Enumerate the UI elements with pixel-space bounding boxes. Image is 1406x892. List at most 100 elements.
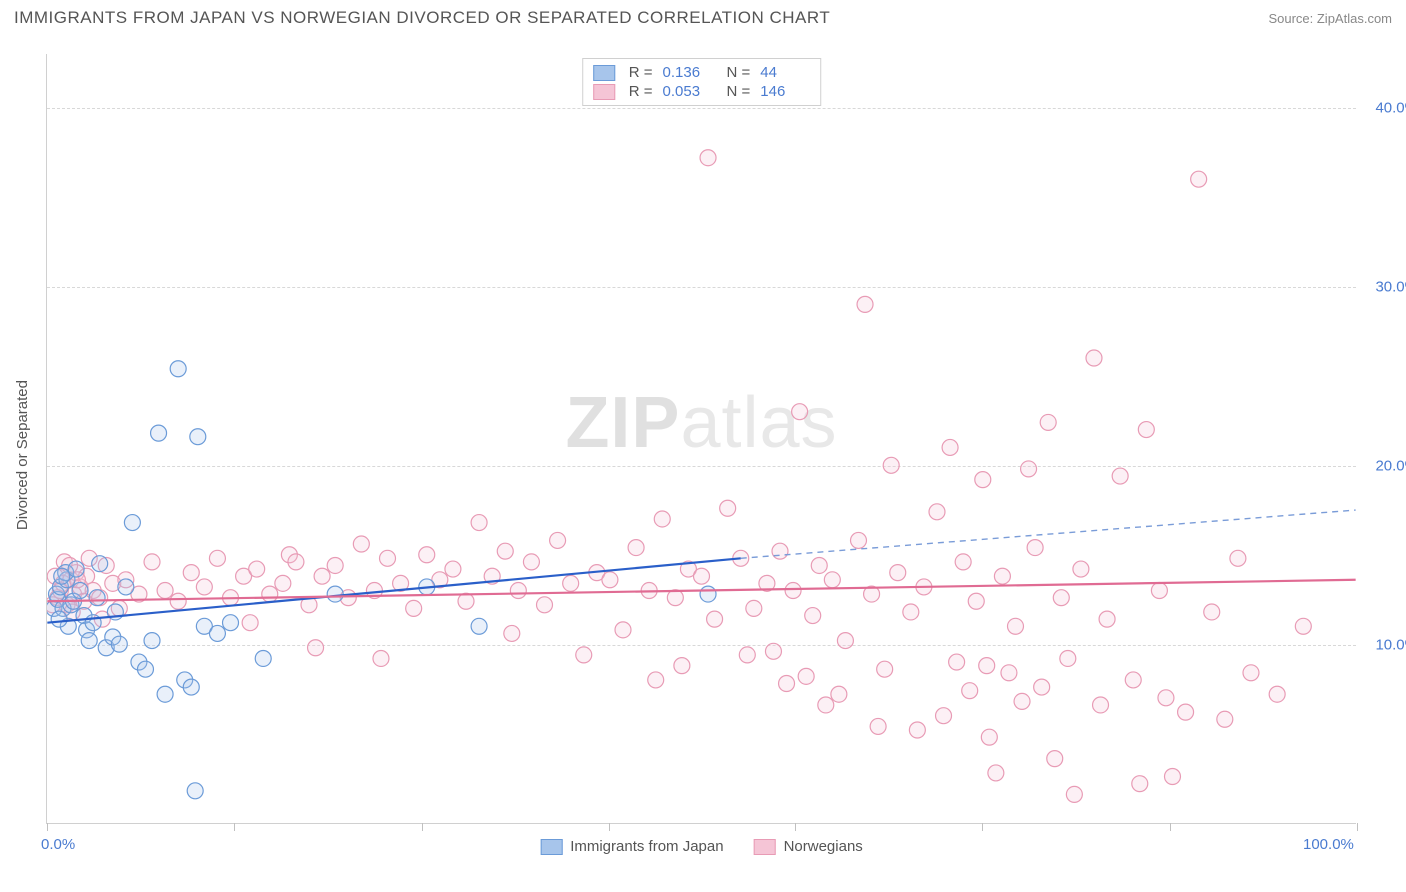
data-point [1125, 672, 1141, 688]
data-point [765, 643, 781, 659]
data-point [137, 661, 153, 677]
data-point [504, 625, 520, 641]
data-point [1295, 618, 1311, 634]
data-point [857, 296, 873, 312]
data-point [602, 572, 618, 588]
data-point [1093, 697, 1109, 713]
data-point [831, 686, 847, 702]
data-point [890, 565, 906, 581]
data-point [1191, 171, 1207, 187]
data-point [327, 557, 343, 573]
data-point [1132, 776, 1148, 792]
data-point [497, 543, 513, 559]
data-point [824, 572, 840, 588]
data-point [314, 568, 330, 584]
data-point [1060, 650, 1076, 666]
x-tick [47, 823, 48, 831]
data-point [209, 625, 225, 641]
data-point [851, 532, 867, 548]
data-point [223, 615, 239, 631]
data-point [151, 425, 167, 441]
data-point [694, 568, 710, 584]
data-point [936, 708, 952, 724]
data-point [1204, 604, 1220, 620]
data-point [249, 561, 265, 577]
data-point [380, 550, 396, 566]
header-bar: IMMIGRANTS FROM JAPAN VS NORWEGIAN DIVOR… [0, 0, 1406, 32]
swatch-japan [593, 65, 615, 81]
data-point [700, 586, 716, 602]
data-point [550, 532, 566, 548]
x-tick [795, 823, 796, 831]
data-point [419, 547, 435, 563]
series-legend: Immigrants from Japan Norwegians [540, 838, 863, 855]
data-point [654, 511, 670, 527]
swatch-japan-bottom [540, 839, 562, 855]
legend-row-japan: R = 0.136 N = 44 [593, 63, 811, 82]
data-point [818, 697, 834, 713]
data-point [445, 561, 461, 577]
data-point [111, 636, 127, 652]
data-point [458, 593, 474, 609]
data-point [1230, 550, 1246, 566]
data-point [968, 593, 984, 609]
data-point [1021, 461, 1037, 477]
x-tick [609, 823, 610, 831]
data-point [1158, 690, 1174, 706]
data-point [89, 590, 105, 606]
data-point [170, 593, 186, 609]
data-point [949, 654, 965, 670]
data-point [1066, 786, 1082, 802]
legend-item-japan: Immigrants from Japan [540, 838, 723, 855]
data-point [54, 568, 70, 584]
data-point [1112, 468, 1128, 484]
chart-title: IMMIGRANTS FROM JAPAN VS NORWEGIAN DIVOR… [14, 8, 830, 28]
data-point [707, 611, 723, 627]
data-point [183, 565, 199, 581]
data-point [909, 722, 925, 738]
data-point [746, 600, 762, 616]
data-point [877, 661, 893, 677]
swatch-norwegian-bottom [754, 839, 776, 855]
data-point [739, 647, 755, 663]
data-point [563, 575, 579, 591]
x-tick [1170, 823, 1171, 831]
data-point [183, 679, 199, 695]
correlation-legend: R = 0.136 N = 44 R = 0.053 N = 146 [582, 58, 822, 106]
data-point [209, 550, 225, 566]
data-point [962, 683, 978, 699]
data-point [955, 554, 971, 570]
data-point [255, 650, 271, 666]
y-tick-label: 30.0% [1375, 278, 1406, 295]
x-tick-label: 100.0% [1303, 836, 1354, 853]
data-point [51, 611, 67, 627]
data-point [1014, 693, 1030, 709]
data-point [118, 579, 134, 595]
data-point [72, 583, 88, 599]
data-point [242, 615, 258, 631]
data-point [674, 658, 690, 674]
data-point [1001, 665, 1017, 681]
data-point [979, 658, 995, 674]
data-point [772, 543, 788, 559]
data-point [1027, 540, 1043, 556]
data-point [157, 583, 173, 599]
data-point [929, 504, 945, 520]
data-point [1099, 611, 1115, 627]
data-point [779, 676, 795, 692]
data-point [994, 568, 1010, 584]
data-point [1243, 665, 1259, 681]
data-point [523, 554, 539, 570]
legend-row-norwegian: R = 0.053 N = 146 [593, 82, 811, 101]
x-tick [982, 823, 983, 831]
data-point [792, 404, 808, 420]
data-point [1008, 618, 1024, 634]
data-point [811, 557, 827, 573]
data-point [720, 500, 736, 516]
data-point [275, 575, 291, 591]
data-point [327, 586, 343, 602]
data-point [700, 150, 716, 166]
data-point [471, 515, 487, 531]
data-point [785, 583, 801, 599]
data-point [510, 583, 526, 599]
